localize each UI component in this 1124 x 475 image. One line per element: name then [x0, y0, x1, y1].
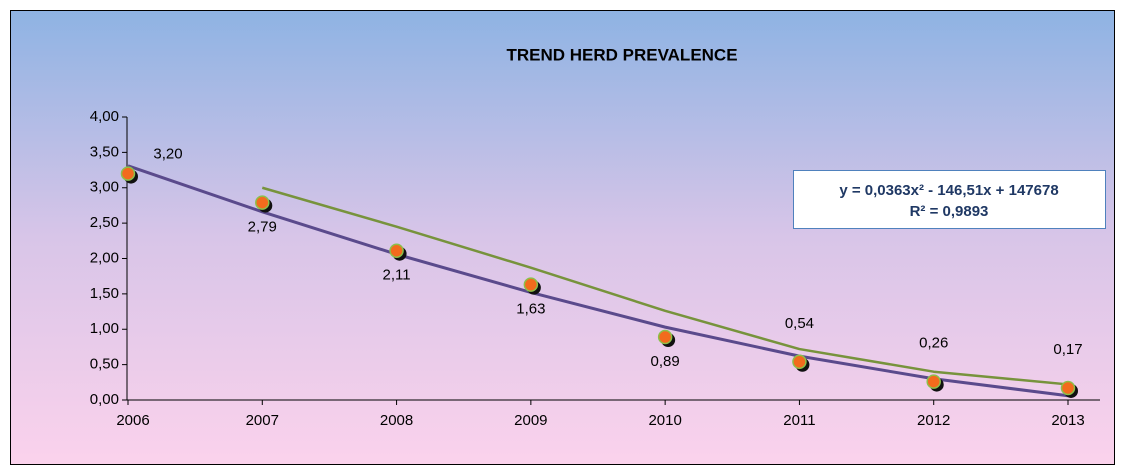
data-marker	[389, 243, 404, 258]
y-tick-label: 4,00	[90, 108, 119, 125]
y-tick-label: 0,50	[90, 356, 119, 373]
x-tick-label: 2011	[783, 412, 815, 429]
data-label: 3,20	[153, 146, 182, 163]
x-tick-label: 2007	[246, 412, 279, 429]
y-tick-label: 2,50	[90, 214, 119, 231]
equation-box	[793, 170, 1106, 229]
data-label: 2,11	[383, 267, 411, 284]
y-tick-label: 3,50	[90, 143, 119, 160]
trend-line	[127, 164, 1069, 398]
trend-line	[261, 186, 1069, 386]
data-marker	[926, 374, 941, 389]
x-tick-label: 2013	[1051, 412, 1084, 429]
data-label: 0,54	[785, 315, 814, 332]
r-squared: R² = 0,9893	[910, 203, 989, 220]
data-label: 1,63	[516, 301, 545, 318]
chart-title: TREND HERD PREVALENCE	[506, 45, 737, 64]
data-marker	[120, 166, 136, 181]
data-label: 0,26	[919, 335, 948, 352]
x-tick-label: 2009	[514, 412, 547, 429]
y-tick-label: 3,00	[90, 179, 119, 196]
data-marker	[1060, 380, 1076, 396]
x-tick-label: 2012	[917, 412, 950, 429]
data-marker	[792, 354, 807, 370]
data-label: 2,79	[248, 219, 277, 236]
y-tick-label: 0,00	[90, 391, 119, 408]
x-tick-label: 2008	[380, 412, 413, 429]
data-label: 0,17	[1053, 341, 1082, 358]
y-tick-label: 1,00	[90, 320, 119, 337]
y-tick-label: 2,00	[90, 249, 119, 266]
data-label: 0,89	[651, 353, 680, 370]
data-marker	[523, 277, 539, 292]
x-tick-label: 2010	[648, 412, 681, 429]
data-marker	[255, 195, 270, 210]
data-marker	[657, 329, 673, 345]
x-tick-label: 2006	[116, 412, 149, 429]
y-tick-label: 1,50	[90, 285, 119, 302]
equation: y = 0,0363x² - 146,51x + 147678	[839, 182, 1058, 199]
chart-frame	[10, 10, 1115, 465]
